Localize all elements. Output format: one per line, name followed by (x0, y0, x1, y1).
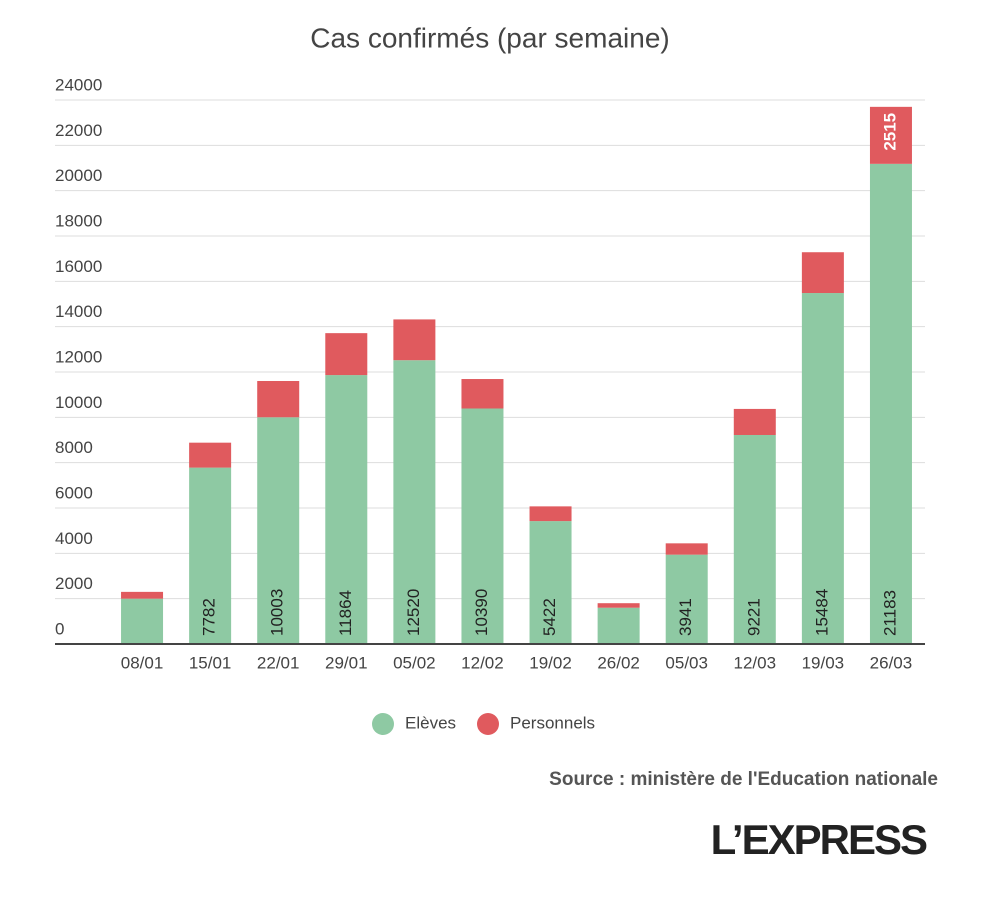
value-label: 11864 (336, 590, 355, 636)
bar-segment (121, 598, 164, 644)
legend-swatch (372, 713, 394, 735)
chart-title: Cas confirmés (par semaine) (310, 22, 669, 53)
value-label: 5422 (540, 598, 559, 636)
y-tick-label: 20000 (55, 166, 102, 185)
x-tick-label: 19/03 (802, 653, 845, 672)
value-label: 10003 (268, 589, 287, 636)
bar-segment (325, 333, 368, 376)
value-label: 21183 (880, 590, 899, 636)
x-tick-label: 12/03 (734, 653, 777, 672)
source: Source : ministère de l'Education nation… (549, 769, 938, 790)
bar-segment (869, 106, 912, 164)
y-tick-label: 16000 (55, 257, 102, 276)
value-label: 7782 (200, 598, 219, 636)
bar-segment (733, 434, 776, 644)
bar-segment (189, 467, 232, 644)
legend-label: Personnels (510, 713, 595, 732)
y-tick-label: 6000 (55, 483, 93, 502)
bar-segment (597, 607, 640, 644)
bar-segment (257, 417, 300, 644)
y-tick-label: 0 (55, 619, 64, 638)
bar-segment (529, 506, 572, 522)
bar-segment (801, 252, 844, 294)
bar-segment (665, 554, 708, 644)
bar-segment (461, 408, 504, 644)
value-label: 12520 (404, 589, 423, 636)
value-label: 10390 (472, 589, 491, 636)
x-tick-label: 05/03 (665, 653, 708, 672)
bar-segment (393, 360, 436, 644)
bar-segment (325, 375, 368, 644)
value-label: 2515 (880, 113, 899, 151)
bar-segment (801, 293, 844, 644)
y-tick-label: 2000 (55, 574, 93, 593)
y-tick-label: 8000 (55, 438, 93, 457)
bar-segment (393, 319, 436, 361)
x-tick-label: 15/01 (189, 653, 232, 672)
x-tick-label: 26/03 (870, 653, 913, 672)
legend-label: Elèves (405, 713, 456, 732)
x-tick-label: 19/02 (529, 653, 572, 672)
x-tick-label: 22/01 (257, 653, 300, 672)
x-tick-label: 05/02 (393, 653, 436, 672)
bar-segment (257, 380, 300, 418)
y-tick-label: 24000 (55, 75, 102, 94)
bar-segment (597, 603, 640, 608)
bar-segment (733, 408, 776, 435)
x-tick-label: 08/01 (121, 653, 164, 672)
y-tick-label: 18000 (55, 211, 102, 230)
logo: L’EXPRESS (711, 816, 927, 863)
bar-segment (189, 442, 232, 468)
x-tick-label: 26/02 (597, 653, 640, 672)
y-tick-label: 10000 (55, 393, 102, 412)
bar-segment (665, 543, 708, 555)
x-tick-label: 29/01 (325, 653, 368, 672)
legend-swatch (477, 713, 499, 735)
value-label: 15484 (812, 589, 831, 636)
value-label: 9221 (744, 598, 763, 636)
y-tick-label: 4000 (55, 529, 93, 548)
bar-segment (121, 591, 164, 599)
y-tick-label: 14000 (55, 302, 102, 321)
bar-segment (461, 379, 504, 409)
value-label: 3941 (676, 598, 695, 636)
x-tick-label: 12/02 (461, 653, 504, 672)
bar-segment (529, 521, 572, 644)
y-tick-label: 22000 (55, 121, 102, 140)
bar-segment (869, 163, 912, 645)
y-tick-label: 12000 (55, 347, 102, 366)
